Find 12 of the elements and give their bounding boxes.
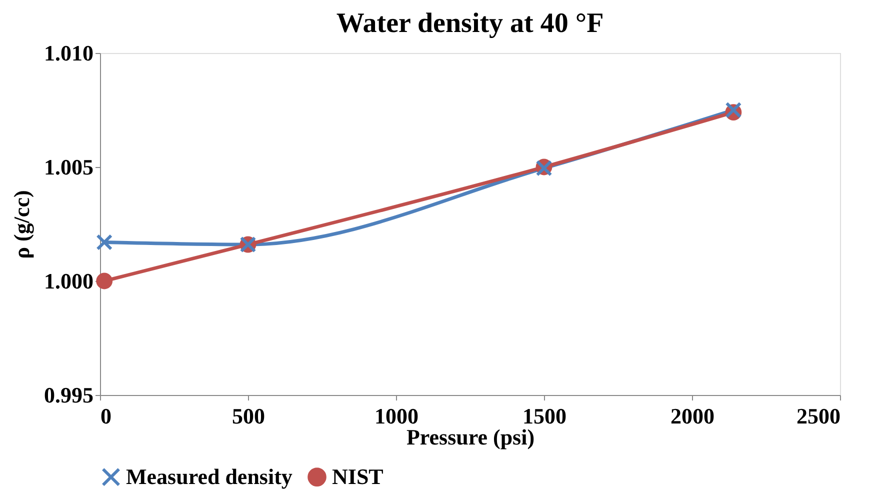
x-tick-label: 2000 (670, 404, 714, 428)
y-tick-label: 1.005 (44, 154, 94, 180)
y-axis-title: ρ (g/cc) (9, 190, 34, 259)
legend-label: NIST (332, 464, 384, 490)
y-tick-label: 1.010 (44, 40, 94, 66)
x-tick-label: 500 (232, 404, 265, 428)
legend-label: Measured density (126, 464, 292, 490)
y-tick-label: 1.000 (44, 268, 94, 294)
x-tick-label: 0 (100, 404, 112, 428)
chart-title: Water density at 40 °F (336, 8, 604, 39)
y-tick-label: 0.995 (44, 382, 94, 408)
x-tick-label: 2500 (796, 404, 840, 428)
